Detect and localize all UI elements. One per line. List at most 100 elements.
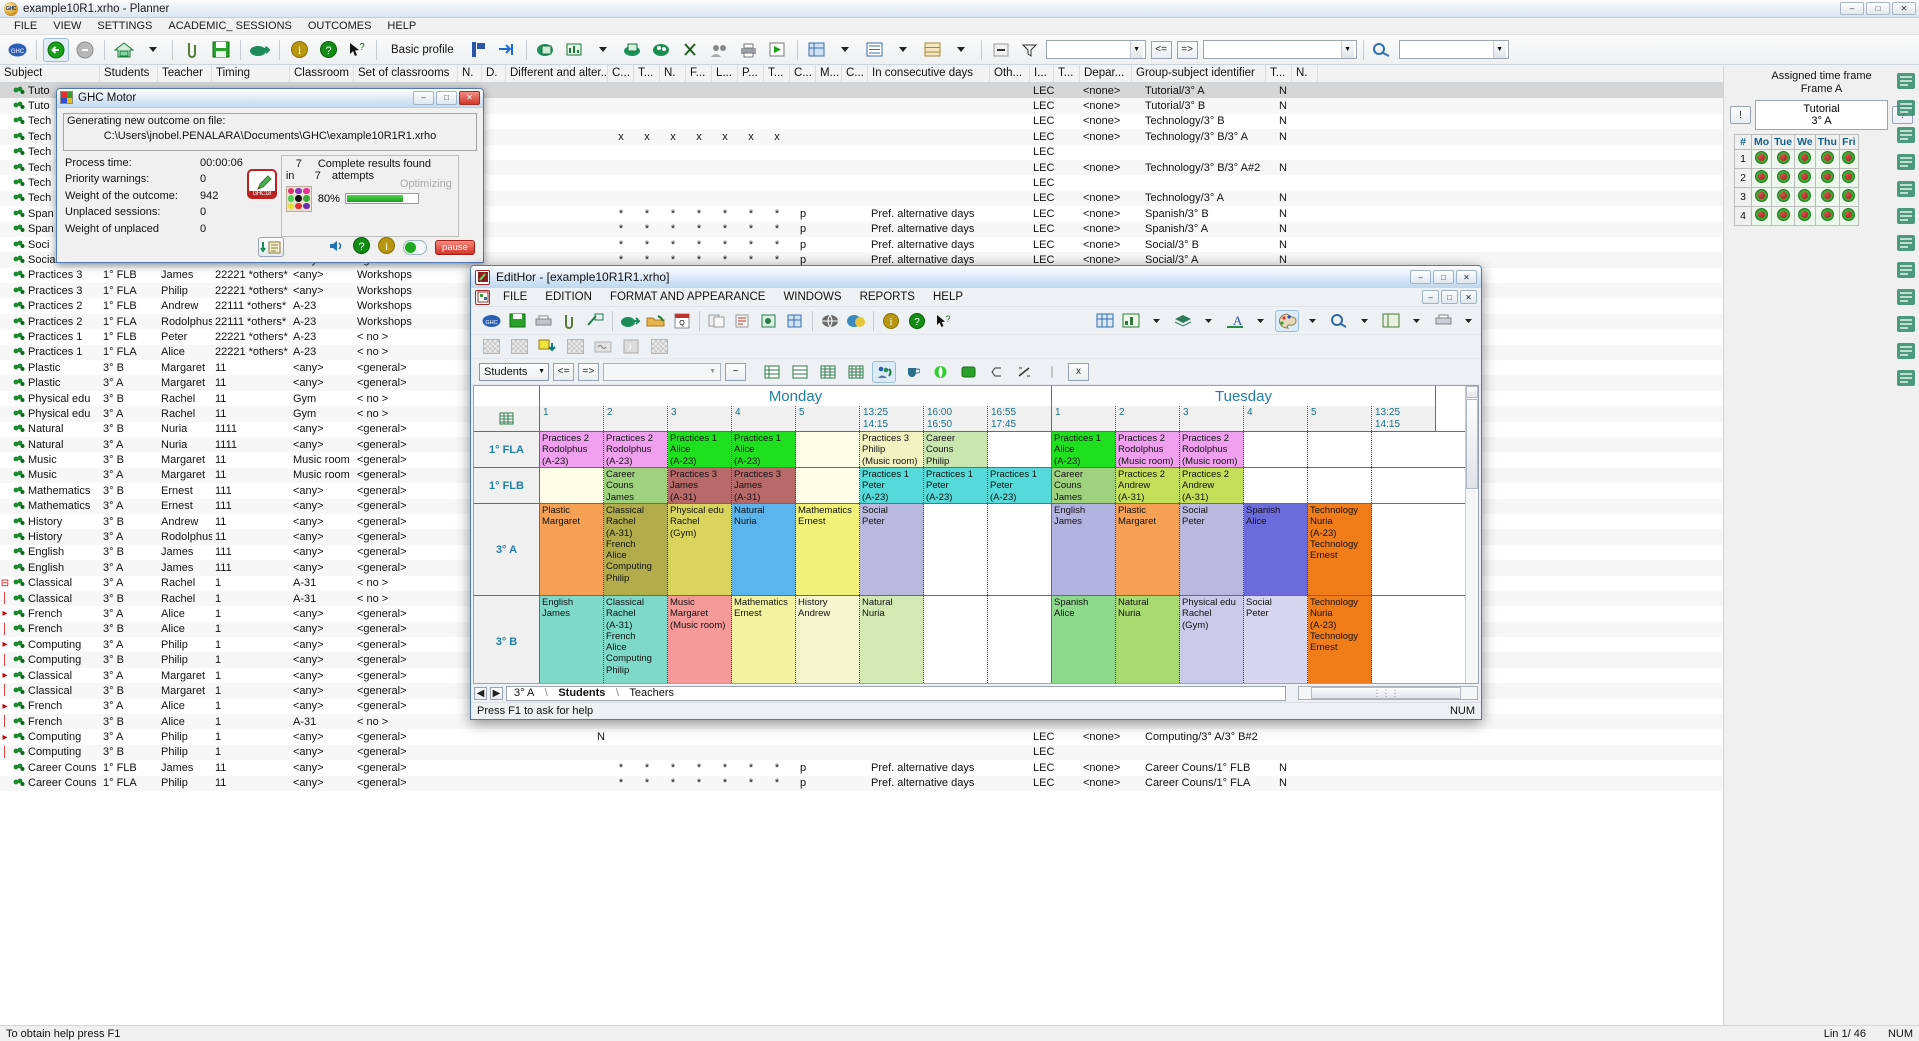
column-header-10[interactable]: T... [634,65,660,82]
timetable-vscrollbar[interactable] [1465,386,1478,683]
slot-cell[interactable] [1750,168,1773,188]
link-left-icon[interactable] [984,361,1008,383]
timetable-cell[interactable]: Practices 1 Alice (A-23) [1052,432,1116,467]
info2-icon[interactable] [757,310,781,332]
chevron-down-icon[interactable]: ▼ [1492,41,1506,58]
table-row[interactable]: Mathematics 3° B Ernest 111 <any> <general> [0,483,1919,498]
forward-arrow-icon[interactable] [72,38,98,62]
maximize-button[interactable]: □ [1866,2,1890,15]
column-header-17[interactable]: M... [816,65,842,82]
edithor-menu-icon[interactable] [475,289,490,305]
slot-cell[interactable] [1794,187,1816,207]
link-icon[interactable] [583,310,607,332]
slot-cell[interactable] [1794,149,1816,169]
slot-header[interactable]: 2 [1116,406,1180,431]
timetable-cell[interactable]: Spanish Alice [1052,596,1116,683]
slot-header[interactable]: 5 [1308,406,1372,431]
table-icon[interactable] [920,38,946,62]
info-circle-icon[interactable]: i [879,310,903,332]
timetable-cell[interactable]: Career Couns James [604,468,668,503]
tab-students[interactable]: Students [558,687,606,699]
column-header-15[interactable]: T... [764,65,790,82]
slot-cell[interactable] [1838,206,1859,226]
timetable[interactable]: Monday Tuesday 1 2 3 4 5 13:25 14:15 16:00 16:50 1… [473,385,1479,684]
column-header-4[interactable]: Classroom [290,65,354,82]
palette-icon[interactable] [1275,309,1299,332]
prev-button[interactable]: <= [1150,40,1172,59]
timetable-cell[interactable]: Practices 1 Peter (A-23) [924,468,988,503]
timetable-cell[interactable] [1244,468,1308,503]
column-header-9[interactable]: C... [608,65,634,82]
back-arrow-icon[interactable] [43,37,69,62]
row-marker-icon[interactable]: │ [1,685,9,697]
globe-view-icon[interactable] [928,361,952,383]
table-row[interactable]: Career Couns 1° FLB James 11 <any> <general> *… [0,760,1919,775]
timetable-cell[interactable]: Practices 2 Andrew (A-31) [1180,468,1244,503]
row-marker-icon[interactable]: ▸ [2,608,8,620]
chevron-down-icon[interactable] [591,38,617,62]
timetable-cell[interactable]: Social Peter [1180,504,1244,595]
chevron-down-icon[interactable]: ▼ [538,368,545,375]
chevron-down-icon[interactable]: ▼ [1129,41,1143,58]
row-marker-icon[interactable]: ▸ [2,731,8,743]
minimize-button[interactable]: – [1840,2,1864,15]
close-button[interactable]: ✕ [1892,2,1916,15]
search-combo[interactable]: ▼ [1398,40,1509,59]
slot-cell[interactable] [1838,149,1859,169]
board-icon[interactable] [956,361,980,383]
timetable-cell[interactable] [1308,432,1372,467]
table-row[interactable]: History 3° B Andrew 11 <any> <general> [0,514,1919,529]
timetable-cell[interactable]: Practices 1 Alice (A-23) [668,432,732,467]
row-header[interactable]: 1° FLB [474,468,540,503]
timetable-cell[interactable]: Natural Nuria [732,504,796,595]
menu-item-file[interactable]: FILE [14,20,38,32]
next-button[interactable]: => [1176,40,1198,59]
info-icon[interactable]: i [378,237,395,257]
timetable-cell[interactable] [796,432,860,467]
slot-cell[interactable] [1750,206,1773,226]
timetable-cell[interactable]: Physical edu Rachel (Gym) [668,504,732,595]
timetable-cell[interactable]: Technology Nuria (A-23) Technology Ernest [1308,596,1372,683]
table2-icon[interactable] [783,310,807,332]
column-header-25[interactable]: T... [1266,65,1292,82]
timetable-hscrollbar[interactable]: ⋮⋮⋮ [1298,686,1478,700]
slot-cell[interactable] [1794,206,1816,226]
zoom-icon[interactable] [1327,310,1351,332]
column-header-3[interactable]: Timing [212,65,290,82]
save-icon[interactable] [208,38,234,62]
mdi-close-button[interactable]: ✕ [1460,290,1477,304]
row-header[interactable]: 1° FLA [474,432,540,467]
tilde-button[interactable]: ~ [725,362,746,381]
column-header-1[interactable]: Students [100,65,158,82]
tab-scroll-left[interactable]: ◀ [474,686,487,700]
stack-rail-icon[interactable] [1895,286,1917,308]
table-row[interactable]: Practices 2 1° FLB Andrew 22111 *others* A-2… [0,298,1919,313]
column-header-18[interactable]: C... [842,65,868,82]
tab-a[interactable]: 3° A [514,687,535,699]
table-row[interactable]: Natural 3° B Nuria 1111 <any> <general> [0,422,1919,437]
column-header-24[interactable]: Group-subject identifier [1132,65,1266,82]
minimize-button[interactable]: – [1410,270,1431,284]
column-header-13[interactable]: L... [712,65,738,82]
cup-icon[interactable] [900,361,924,383]
timetable-cell[interactable] [1308,468,1372,503]
slot-cell[interactable] [1771,187,1796,207]
print-icon[interactable] [531,310,555,332]
view-selector[interactable]: Students ▼ [479,362,549,381]
close-button[interactable]: ✕ [459,90,480,105]
grid-rail-icon[interactable] [1895,124,1917,146]
move-up2-icon[interactable] [507,336,531,358]
timetable-cell[interactable]: Practices 2 Rodolphus (A-23) [604,432,668,467]
timetable-cell[interactable] [924,596,988,683]
timetable-cell[interactable] [988,432,1052,467]
minimize-button[interactable]: – [413,90,434,105]
column-header-6[interactable]: N. [458,65,482,82]
people-icon[interactable] [872,360,896,383]
slot-cell[interactable] [1771,168,1796,188]
timetable-cell[interactable]: Physical edu Rachel (Gym) [1180,596,1244,683]
link-diag-icon[interactable] [1012,361,1036,383]
prev-button[interactable]: <= [553,362,574,381]
chart-icon[interactable] [1119,310,1143,332]
calendar-rail-icon[interactable] [1895,70,1917,92]
grid2-rail-icon[interactable] [1895,232,1917,254]
